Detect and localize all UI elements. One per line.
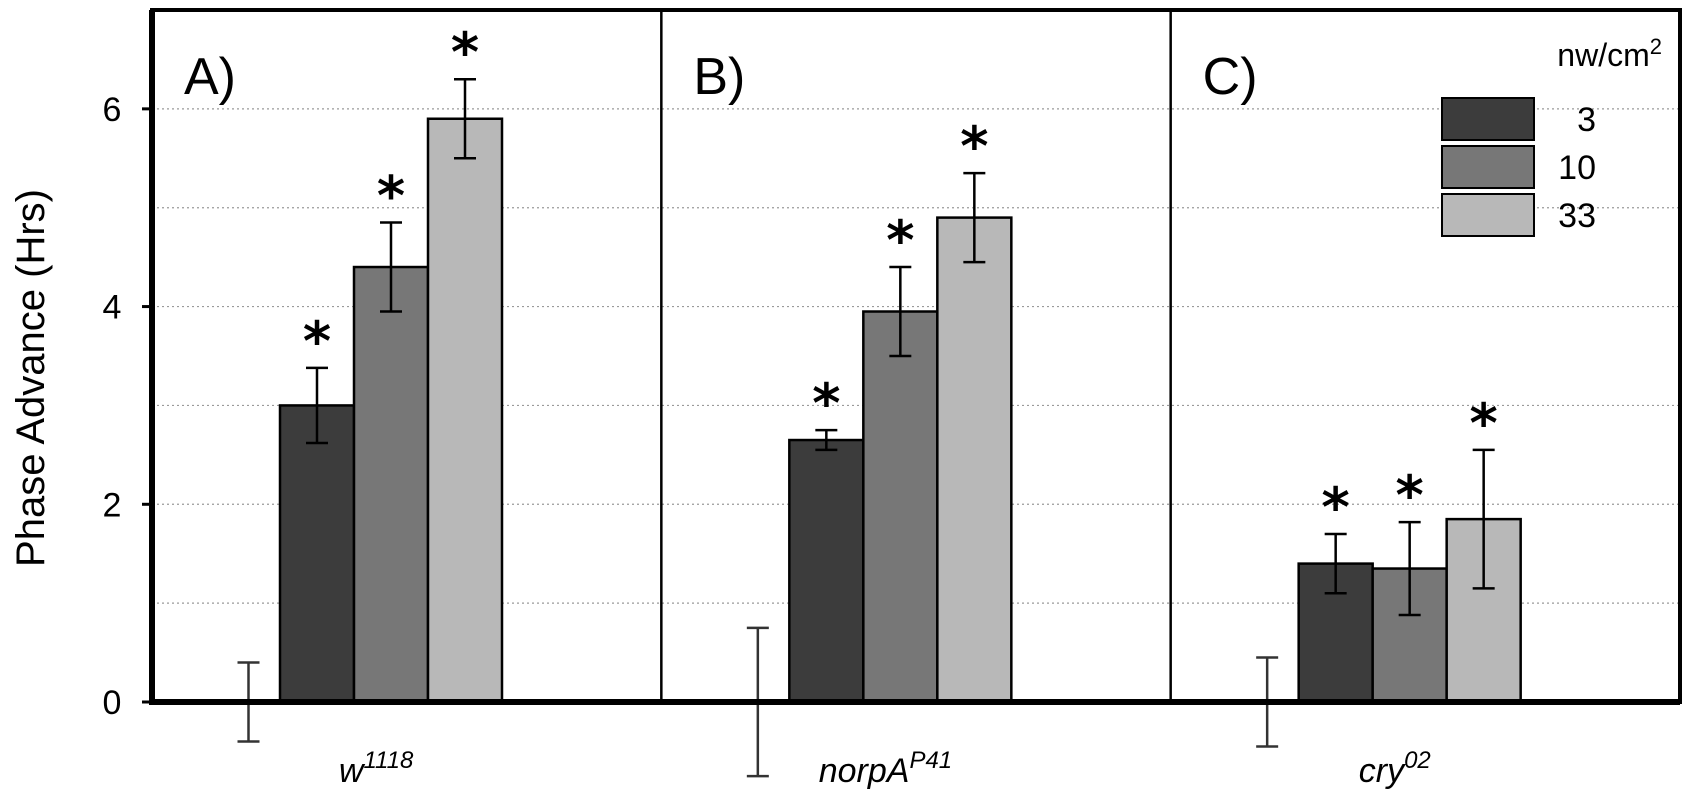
bar — [936, 216, 1013, 704]
significance-marker: * — [1322, 476, 1350, 539]
legend-swatch — [1441, 193, 1535, 237]
plot-frame — [149, 8, 1682, 705]
genotype-superscript: 02 — [1404, 747, 1431, 774]
genotype-label: norpAP41 — [819, 747, 952, 790]
legend-label: 3 — [1577, 101, 1596, 139]
bar — [278, 404, 356, 704]
significance-marker: * — [1470, 392, 1498, 455]
panel-2: B) * * * norpAP41 — [693, 48, 1013, 790]
genotype-name: norpA — [819, 752, 910, 790]
significance-marker: * — [1396, 464, 1424, 527]
y-tick-label: 6 — [103, 91, 122, 129]
significance-marker: * — [451, 21, 479, 84]
panel-label: C) — [1203, 48, 1258, 106]
panels — [660, 10, 1172, 702]
significance-marker: * — [377, 165, 405, 228]
legend-label: 10 — [1558, 149, 1596, 187]
y-axis-title: Phase Advance (Hrs) — [9, 189, 53, 567]
significance-marker: * — [960, 115, 988, 178]
genotype-name: w — [339, 752, 366, 790]
genotype-superscript: 1118 — [363, 747, 413, 774]
significance-marker: * — [812, 372, 840, 435]
y-tick-label: 4 — [103, 289, 122, 327]
panel-label: A) — [184, 48, 236, 106]
legend-title-superscript: 2 — [1650, 34, 1662, 59]
y-tick-label: 0 — [103, 684, 122, 722]
bar — [352, 265, 430, 704]
panel-label: B) — [693, 48, 745, 106]
genotype-superscript: P41 — [909, 747, 952, 774]
panel-1: A) * * * w1118 — [184, 21, 504, 790]
legend-title-text: nw/cm — [1557, 37, 1649, 73]
bars: A) * * * w1118 B) * * * norpAP41 C) * * * cry02 — [184, 21, 1522, 790]
legend-swatch — [1441, 97, 1535, 141]
genotype-label: w1118 — [339, 747, 414, 790]
legend: nw/cm2 3 10 33 — [1441, 34, 1662, 237]
bar — [862, 310, 939, 704]
significance-marker: * — [303, 310, 331, 373]
legend-swatch — [1441, 145, 1535, 189]
y-axis: 0 2 4 6 — [103, 91, 152, 722]
y-tick-label: 2 — [103, 486, 122, 524]
genotype-label: cry02 — [1359, 747, 1431, 790]
legend-title: nw/cm2 — [1557, 34, 1662, 73]
significance-marker: * — [886, 209, 914, 272]
panel-3: C) * * * cry02 — [1203, 48, 1522, 790]
genotype-name: cry — [1359, 752, 1406, 790]
bar — [788, 438, 865, 704]
bar — [426, 117, 504, 704]
legend-label: 33 — [1558, 197, 1596, 235]
